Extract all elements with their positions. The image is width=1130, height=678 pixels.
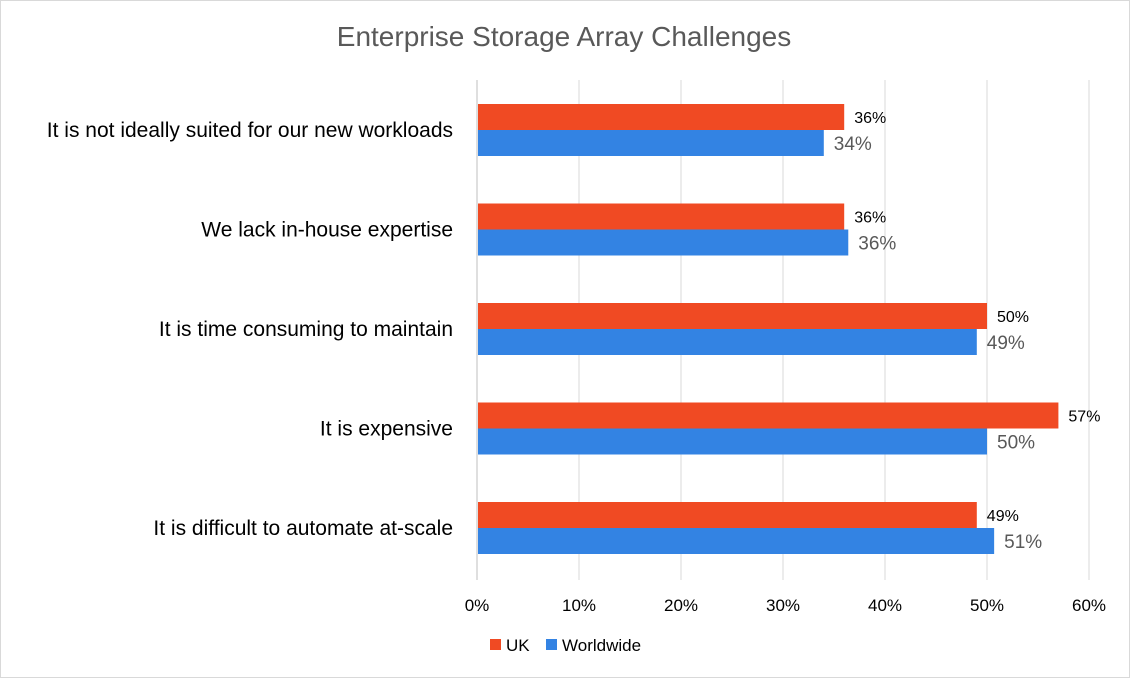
legend-swatch-uk — [490, 639, 501, 650]
data-label-worldwide: 34% — [834, 134, 872, 155]
category-label: It is expensive — [320, 418, 453, 441]
bar-uk — [478, 502, 977, 528]
bar-worldwide — [478, 329, 977, 355]
category-label: We lack in-house expertise — [201, 219, 453, 242]
data-label-worldwide: 50% — [997, 433, 1035, 454]
legend-label-uk: UK — [506, 636, 530, 655]
bar-worldwide — [478, 528, 995, 554]
data-label-uk: 36% — [854, 110, 886, 127]
bar-worldwide — [478, 130, 824, 156]
bar-uk — [478, 104, 845, 130]
data-label-worldwide: 36% — [858, 234, 896, 255]
bar-uk — [478, 303, 987, 329]
x-tick-label: 10% — [562, 596, 596, 615]
x-tick-label: 40% — [868, 596, 902, 615]
category-label: It is time consuming to maintain — [159, 318, 453, 341]
x-tick-label: 20% — [664, 596, 698, 615]
x-tick-label: 0% — [465, 596, 490, 615]
x-tick-label: 30% — [766, 596, 800, 615]
legend-swatch-worldwide — [546, 639, 557, 650]
bar-worldwide — [478, 229, 849, 256]
bar-uk — [478, 203, 845, 230]
data-label-worldwide: 49% — [987, 333, 1025, 354]
labels-layer: 0% 10% 20% 30% 40% 50% 60% It is not ideally su… — [47, 110, 1106, 615]
category-label: It is difficult to automate at-scale — [153, 517, 453, 540]
legend: UK Worldwide — [490, 636, 641, 655]
legend-label-worldwide: Worldwide — [562, 636, 641, 655]
data-label-uk: 49% — [987, 508, 1019, 525]
x-tick-label: 60% — [1072, 596, 1106, 615]
x-tick-label: 50% — [970, 596, 1004, 615]
category-label: It is not ideally suited for our new wor… — [47, 119, 453, 142]
bars-layer — [478, 104, 1059, 554]
bar-uk — [478, 402, 1059, 429]
data-label-uk: 57% — [1068, 409, 1100, 426]
data-label-uk: 36% — [854, 210, 886, 227]
data-label-uk: 50% — [997, 309, 1029, 326]
data-label-worldwide: 51% — [1004, 532, 1042, 553]
chart-title: Enterprise Storage Array Challenges — [337, 21, 791, 52]
bar-worldwide — [478, 428, 987, 455]
